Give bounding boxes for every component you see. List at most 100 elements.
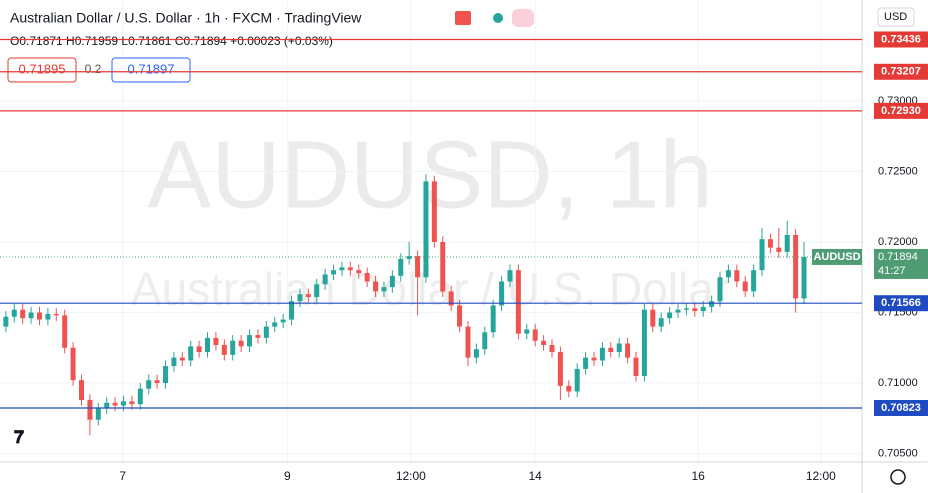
candle-body [322, 274, 328, 285]
candle-body [667, 312, 673, 319]
candle-body [482, 332, 488, 350]
level-label-bg [874, 63, 928, 80]
candle-body [364, 273, 370, 282]
settings-icon[interactable] [890, 469, 906, 485]
candle-body [389, 275, 395, 288]
ohlc-line: O0.71871 H0.71959 L0.71861 C0.71894 +0.0… [10, 34, 333, 48]
x-tick-label: 9 [284, 469, 291, 483]
candle-body [692, 308, 698, 312]
candle-body [801, 256, 807, 299]
candle-body [188, 346, 194, 361]
candle-body [599, 347, 605, 361]
x-tick-label: 7 [119, 469, 126, 483]
candle-body [608, 347, 614, 352]
candle-body [36, 312, 42, 320]
y-tick-label: 0.71000 [878, 377, 918, 389]
candle-body [591, 357, 597, 361]
candle-body [247, 335, 253, 347]
y-tick-label: 0.72500 [878, 165, 918, 177]
level-label-bg [874, 399, 928, 416]
candle-body [305, 294, 311, 297]
candle-body [473, 349, 479, 358]
symbol-tag: AUDUSD [813, 251, 860, 263]
spread: 0.2 [85, 62, 102, 76]
candle-body [641, 309, 647, 376]
candle-body [11, 309, 17, 317]
indicator-icon[interactable] [512, 9, 534, 27]
candle-body [549, 344, 555, 352]
candle-body [297, 294, 303, 302]
candle-body [431, 181, 437, 242]
currency[interactable]: USD [884, 11, 907, 23]
candle-body [87, 399, 93, 420]
candle-body [490, 305, 496, 333]
candle-body [238, 340, 244, 347]
candle-body [683, 308, 689, 310]
currency-button[interactable] [877, 7, 915, 27]
candle-body [457, 305, 463, 327]
candle-body [339, 267, 345, 271]
level-label-bg [874, 295, 928, 312]
candle-body [20, 309, 26, 319]
candle-body [398, 258, 404, 276]
candle-body [541, 340, 547, 345]
x-tick-label: 14 [528, 469, 542, 483]
candle-body [205, 337, 211, 352]
candle-body [356, 270, 362, 274]
candle-body [675, 309, 681, 313]
indicator-dot [493, 13, 503, 23]
candle-body [583, 357, 589, 369]
candle-body [406, 256, 412, 259]
candle-body [717, 277, 723, 302]
last-price-label: 0.71894 [878, 251, 918, 263]
level-label-bg [874, 31, 928, 48]
candle-body [381, 287, 387, 292]
sell-price[interactable]: 0.71895 [19, 61, 66, 76]
plot [0, 0, 862, 462]
x-tick-label: 12:00 [806, 469, 836, 483]
candle-body [221, 344, 227, 355]
buy-price[interactable]: 0.71897 [128, 61, 175, 76]
watermark-description: Australian Dollar / U.S. Dollar [131, 263, 729, 315]
candle-body [448, 291, 454, 306]
candle-body [230, 340, 236, 355]
level-label: 0.72930 [881, 105, 921, 117]
buy-box[interactable] [111, 57, 191, 83]
candle-body [263, 326, 269, 338]
candle-body [440, 242, 446, 292]
candle-body [213, 337, 219, 345]
candle-body [650, 309, 656, 327]
tv-logo: 𝟕 [14, 427, 24, 447]
candle-body [137, 388, 143, 405]
x-tick-label: 12:00 [396, 469, 426, 483]
candle-body [499, 281, 505, 306]
candle-body [507, 270, 513, 282]
candle-body [776, 247, 782, 252]
candle-body [53, 313, 59, 316]
candle-body [171, 357, 177, 367]
candle-body [331, 270, 337, 275]
candle-body [146, 380, 152, 389]
candle-body [154, 380, 160, 384]
candle-body [767, 239, 773, 248]
candle-body [415, 256, 421, 278]
candle-body [3, 316, 9, 327]
level-label-bg [874, 102, 928, 119]
candle-body [616, 343, 622, 352]
level-label: 0.73207 [881, 66, 921, 78]
candle-body [725, 270, 731, 278]
x-tick-label: 16 [691, 469, 705, 483]
countdown: 41:27 [878, 265, 906, 277]
sell-box[interactable] [7, 57, 77, 83]
candle-body [557, 352, 563, 386]
candle-body [515, 270, 521, 334]
candle-body [793, 234, 799, 299]
candle-body [625, 343, 631, 358]
candle-body [709, 301, 715, 307]
candle-body [465, 326, 471, 358]
watermark-symbol: AUDUSD, 1h [147, 121, 713, 228]
candle-body [742, 281, 748, 292]
candle-body [524, 329, 530, 334]
last-price-bg [874, 248, 928, 279]
